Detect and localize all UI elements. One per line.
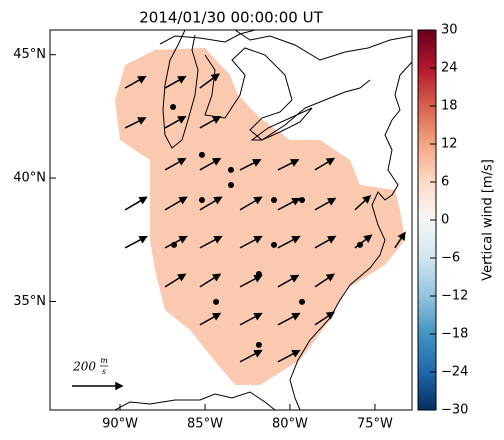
wind-vector [277, 197, 301, 211]
map-title: 2014/01/30 00:00:00 UT [139, 9, 323, 27]
station [171, 241, 178, 248]
wind-vector [124, 117, 147, 129]
wind-vector [277, 235, 301, 249]
station [299, 197, 306, 204]
wind-vector [277, 159, 300, 171]
wind-vector [314, 235, 337, 249]
wind-vector [314, 273, 336, 288]
colorbar-tick-label: −18 [441, 327, 468, 342]
wind-vector [354, 194, 372, 211]
colorbar-tick-label: 18 [441, 99, 458, 114]
station [198, 197, 205, 204]
x-tick-label: 90°W [102, 417, 138, 432]
border [234, 30, 412, 61]
colorbar-tick-label: 24 [441, 61, 458, 76]
colorbar-tick-label: −30 [441, 403, 468, 418]
wind-vector [199, 196, 223, 211]
atlantic-coast [289, 61, 412, 410]
map-frame [49, 29, 413, 411]
wind-vector [199, 312, 222, 326]
wind-vector [199, 73, 221, 89]
wind-vector [199, 273, 222, 288]
key-unit-bottom: s [102, 367, 106, 376]
station [299, 298, 306, 305]
colorbar-tick-label: 6 [441, 175, 449, 190]
colorbar-tick-label: −6 [441, 251, 460, 266]
key-arrow [72, 381, 124, 391]
vertical-wind-field [115, 48, 405, 385]
wind-vector [239, 196, 263, 211]
key-unit-top: m [100, 356, 108, 365]
station [198, 151, 205, 158]
wind-vector [164, 157, 187, 171]
wind-vector [239, 235, 263, 249]
wind-vector [124, 235, 148, 249]
wind-vector [124, 75, 147, 89]
wind-vector [199, 115, 222, 129]
y-tick-label: 35°N [13, 294, 46, 309]
station [228, 166, 234, 173]
wind-vector [314, 311, 336, 326]
colorbar-tick-label: 0 [441, 213, 449, 228]
wind-vector [239, 349, 263, 363]
y-tick-label: 40°N [13, 171, 46, 186]
station [356, 241, 363, 248]
wind-vector [164, 273, 187, 288]
colorbar-label: Vertical wind [m/s] [481, 159, 496, 281]
wind-vector [199, 157, 222, 171]
wind-vector [239, 312, 263, 326]
wind-vector [124, 196, 148, 211]
station [213, 298, 220, 305]
map-area [114, 30, 412, 410]
key-label: 200 [72, 360, 96, 374]
lake-superior [159, 30, 256, 45]
colorbar-tick-label: −24 [441, 365, 468, 380]
wind-vector [314, 197, 337, 211]
wind-vector [277, 312, 301, 326]
station [270, 241, 277, 248]
wind-vector [164, 115, 187, 129]
wind-vector [277, 274, 300, 288]
wind-vector [239, 159, 262, 171]
station [270, 197, 277, 204]
x-tick-label: 80°W [272, 417, 308, 432]
station [255, 341, 262, 348]
colorbar-tick-label: 12 [441, 137, 458, 152]
wind-vector [164, 196, 188, 211]
station [170, 103, 177, 110]
x-tick-label: 85°W [187, 417, 223, 432]
station [228, 181, 234, 188]
colorbar-tick-label: 30 [441, 23, 458, 38]
lake-erie [250, 107, 313, 141]
y-tick-label: 45°N [13, 47, 46, 62]
station [255, 271, 262, 278]
wind-vector [314, 157, 336, 171]
lake-michigan [162, 30, 199, 149]
x-tick-label: 75°W [357, 417, 393, 432]
wind-vector [164, 75, 187, 89]
wind-vector [277, 349, 301, 363]
colorbar-tick-label: −12 [441, 289, 468, 304]
gulf-coast [114, 391, 276, 410]
wind-vector [199, 235, 223, 249]
wind-vector [394, 231, 406, 249]
